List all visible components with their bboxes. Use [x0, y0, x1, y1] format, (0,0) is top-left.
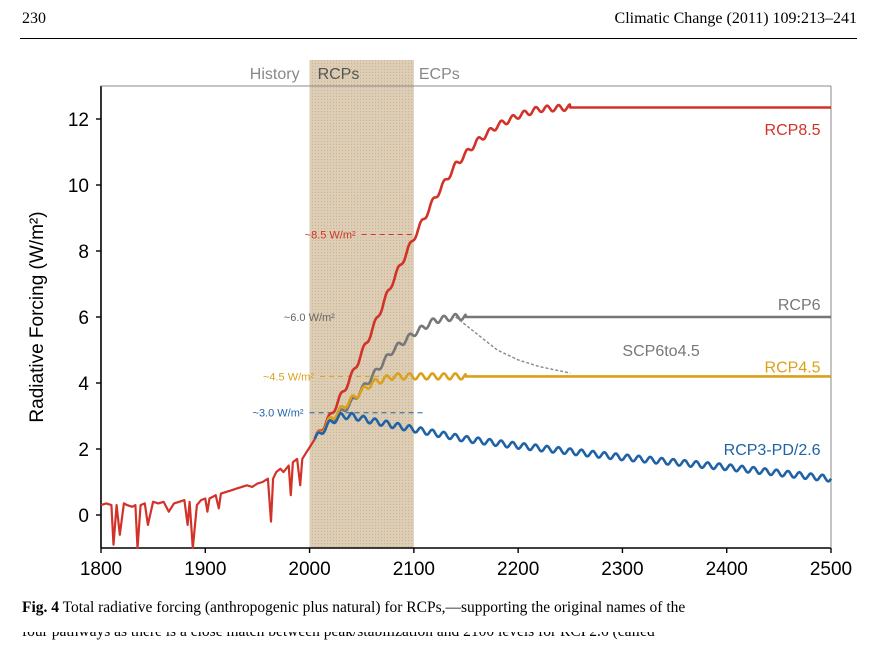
y-tick-label-8: 8 [78, 242, 89, 263]
y-tick-label-12: 12 [68, 110, 89, 131]
journal-reference: Climatic Change (2011) 109:213–241 [614, 10, 857, 27]
caption-text-cut: four pathways as there is a close match … [22, 632, 862, 641]
series-line-scp6to4-5 [455, 316, 571, 374]
series-line-rcp3-pd-2-6 [313, 411, 833, 483]
period-label-ecps: ECPs [419, 66, 460, 83]
header-rule [20, 38, 857, 39]
caption-label: Fig. 4 [22, 599, 60, 616]
period-label-history: History [250, 66, 300, 83]
page-header: 230 Climatic Change (2011) 109:213–241 [0, 0, 879, 42]
caption-cut-line: four pathways as there is a close match … [22, 632, 862, 653]
series-line-rcp8-5 [313, 103, 832, 440]
x-tick-label-2000: 2000 [288, 559, 330, 580]
annotation-label-1: ~6.0 W/m² [284, 312, 335, 324]
x-tick-label-2500: 2500 [810, 559, 852, 580]
series-label-3: RCP4.5 [765, 360, 821, 377]
y-tick-label-10: 10 [68, 176, 89, 197]
annotation-label-3: ~3.0 W/m² [253, 408, 304, 420]
history-line [100, 438, 316, 550]
page-number: 230 [22, 10, 46, 27]
period-shade-rcps [309, 60, 414, 548]
annotation-label-2: ~4.5 W/m² [263, 371, 314, 383]
y-tick-label-6: 6 [78, 308, 89, 329]
x-tick-label-2300: 2300 [601, 559, 643, 580]
annotation-label-0: ~8.5 W/m² [305, 230, 356, 242]
x-tick-label-1900: 1900 [184, 559, 226, 580]
y-tick-label-2: 2 [78, 440, 89, 461]
period-label-rcps: RCPs [318, 66, 360, 83]
y-tick-label-4: 4 [78, 374, 89, 395]
series-label-0: RCP8.5 [765, 122, 821, 139]
series-label-4: RCP3-PD/2.6 [724, 442, 821, 459]
caption-text: Total radiative forcing (anthropogenic p… [62, 599, 686, 616]
x-tick-label-2400: 2400 [706, 559, 748, 580]
y-tick-label-0: 0 [78, 506, 89, 527]
y-axis-label: Radiative Forcing (W/m²) [27, 211, 48, 422]
series-label-2: SCP6to4.5 [622, 343, 699, 360]
series-line-rcp6 [313, 312, 832, 440]
series-label-1: RCP6 [778, 297, 821, 314]
x-tick-label-2100: 2100 [393, 559, 435, 580]
x-tick-label-2200: 2200 [497, 559, 539, 580]
x-tick-label-1800: 1800 [80, 559, 122, 580]
figure-caption: Fig. 4 Total radiative forcing (anthropo… [22, 599, 862, 617]
series-line-rcp4-5 [313, 372, 832, 440]
